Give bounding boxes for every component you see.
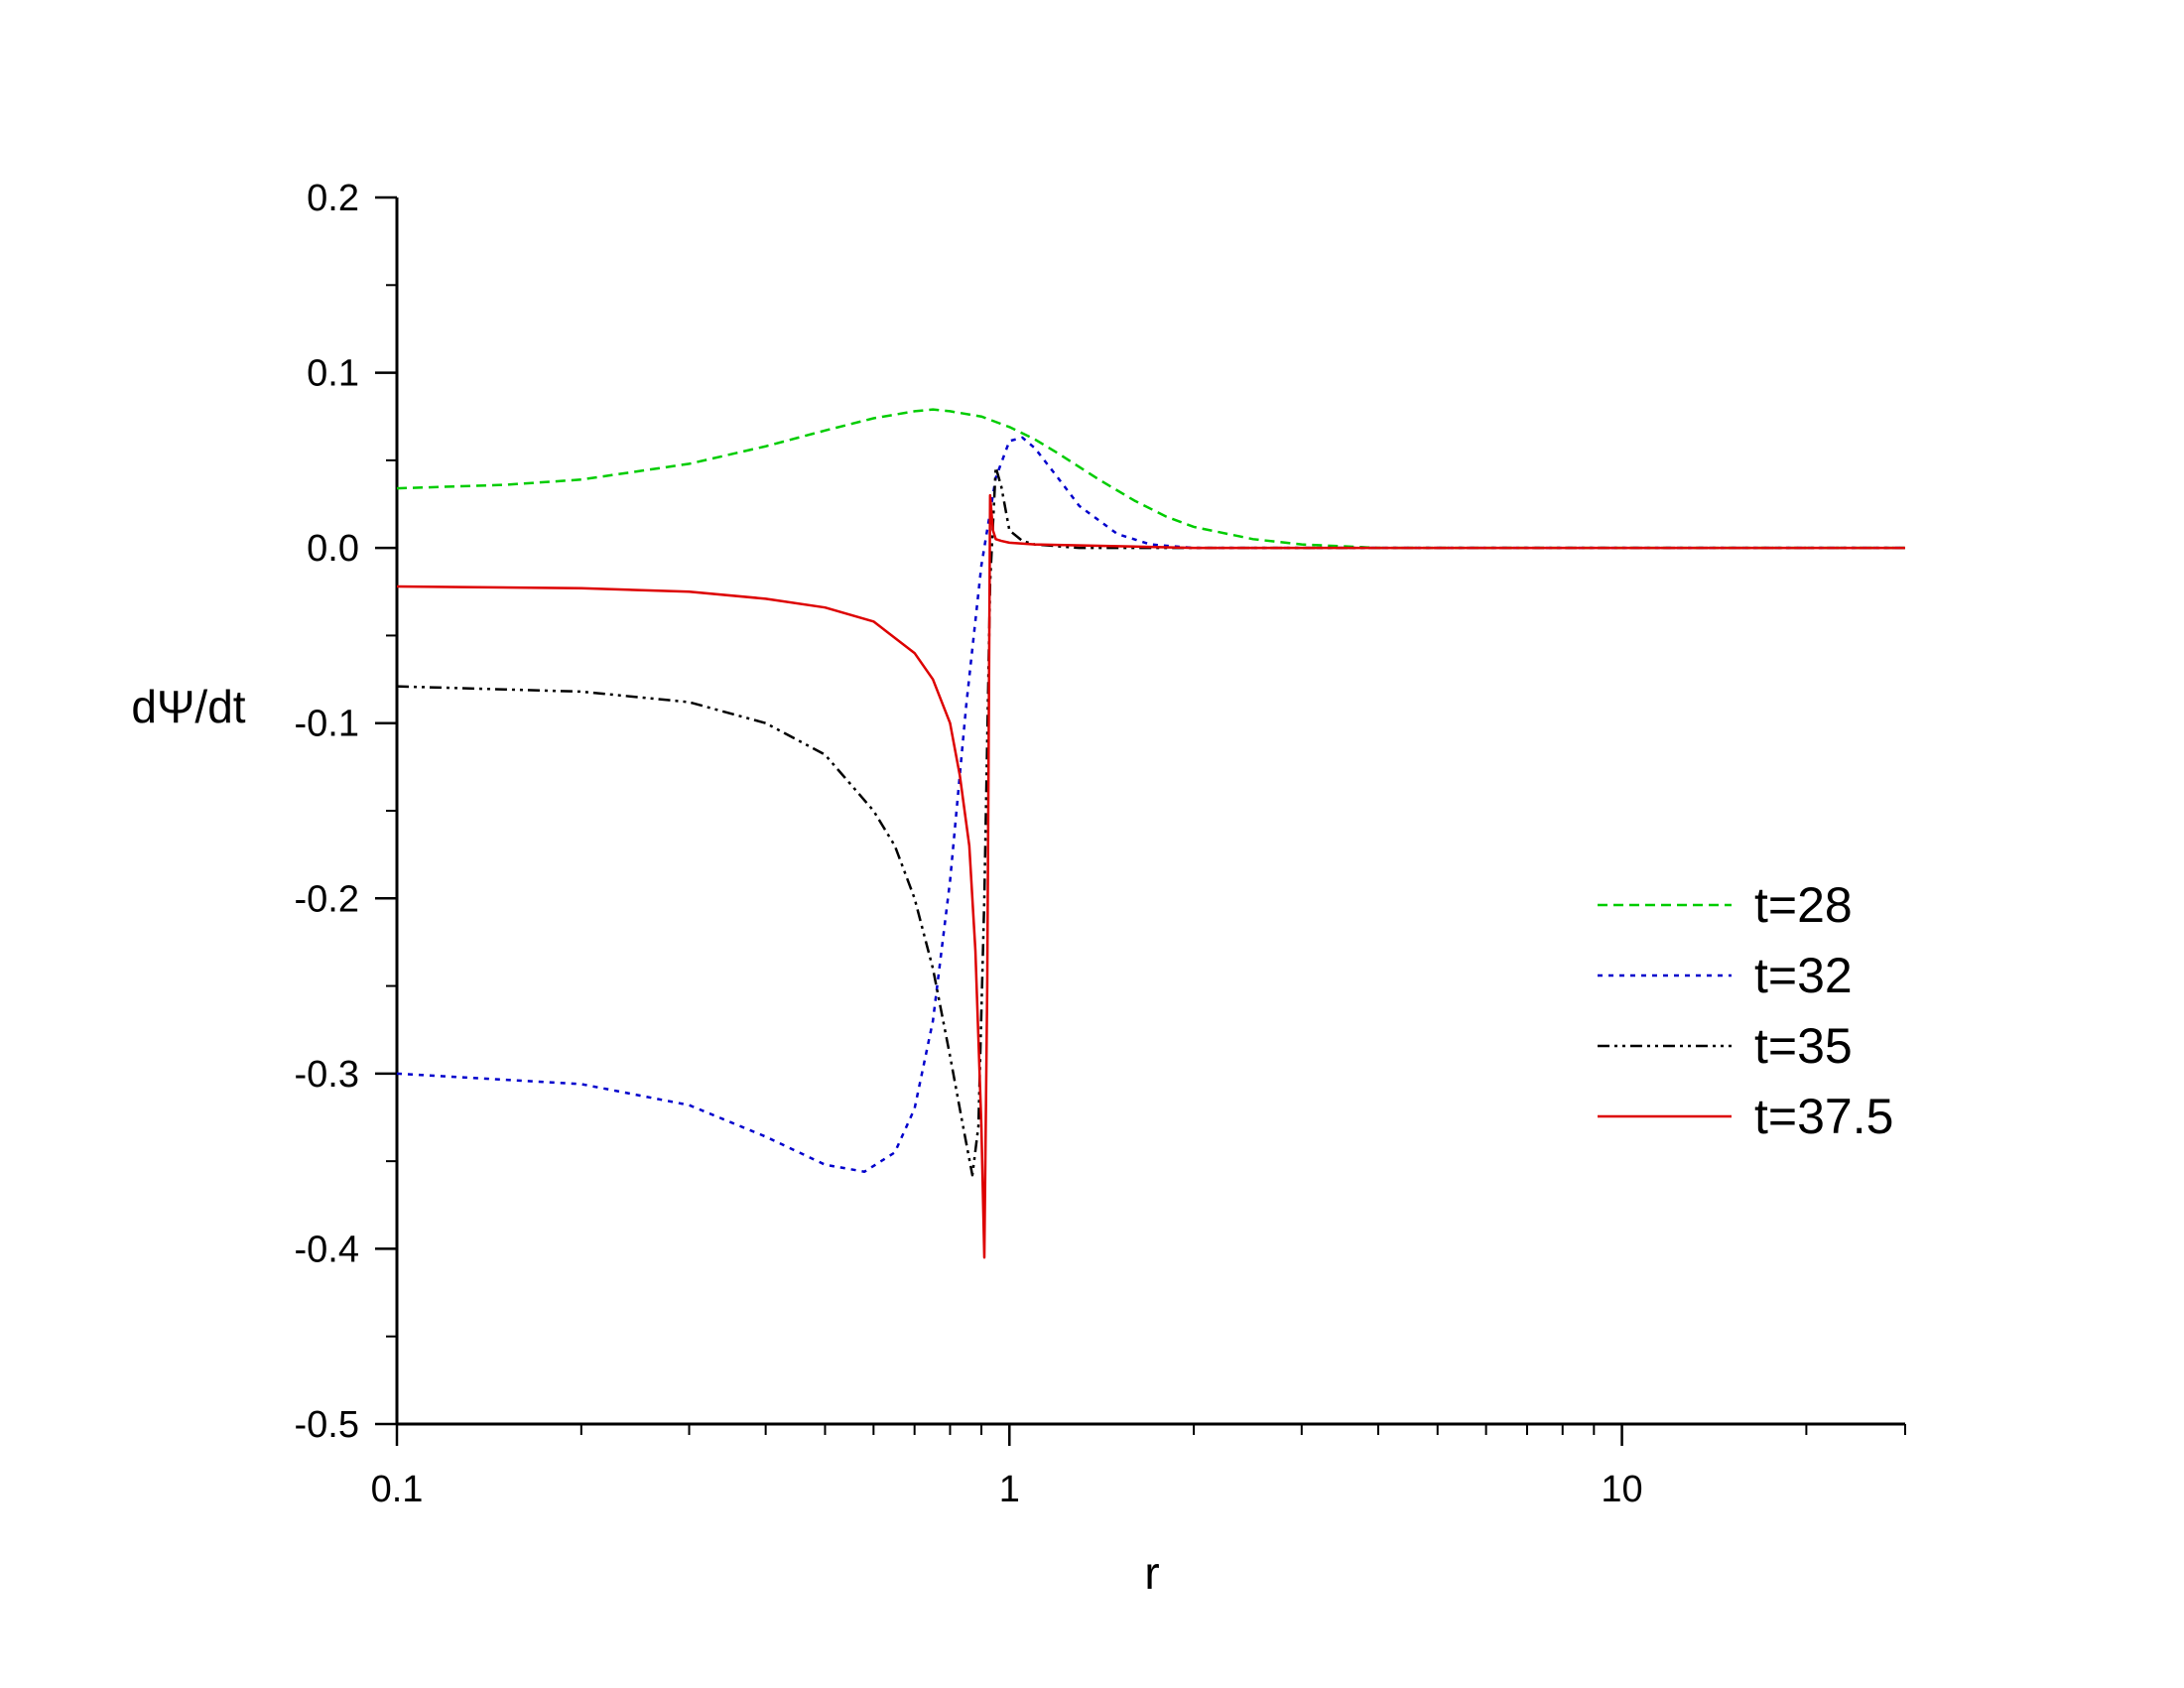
legend-label-4: t=37.5	[1754, 1089, 1893, 1144]
plot-axes	[395, 197, 1905, 1426]
y-tick-label: -0.1	[295, 704, 359, 745]
axis-ticks: 0.2 0.1 0.0 -0.1 -0.2 -0.3 -0.4 -0.5 0.1 1 10	[295, 178, 1906, 1510]
legend-label-1: t=28	[1754, 877, 1853, 933]
series-line-1	[396, 408, 1905, 550]
y-axis-label: dΨ/dt	[131, 681, 245, 732]
series-line-2	[396, 436, 1905, 1173]
x-tick-label: 0.1	[371, 1469, 424, 1510]
y-tick-label: -0.2	[295, 878, 359, 920]
y-tick-label: 0.2	[307, 178, 359, 219]
y-tick-label: 0.1	[307, 353, 359, 395]
x-tick-label: 10	[1601, 1469, 1642, 1510]
legend-label-3: t=35	[1754, 1018, 1853, 1074]
series-line-3	[396, 465, 1905, 1177]
legend: t=28 t=32 t=35 t=37.5	[1598, 877, 1893, 1144]
y-tick-label: -0.3	[295, 1054, 359, 1096]
y-tick-label: 0.0	[307, 528, 359, 570]
x-axis-label: r	[1144, 1547, 1159, 1599]
x-tick-label: 1	[999, 1469, 1020, 1510]
y-tick-label: -0.4	[295, 1229, 359, 1270]
series-layer	[396, 408, 1905, 1259]
legend-label-2: t=32	[1754, 948, 1853, 1003]
series-line-4	[396, 493, 1905, 1259]
y-tick-label: -0.5	[295, 1404, 359, 1446]
